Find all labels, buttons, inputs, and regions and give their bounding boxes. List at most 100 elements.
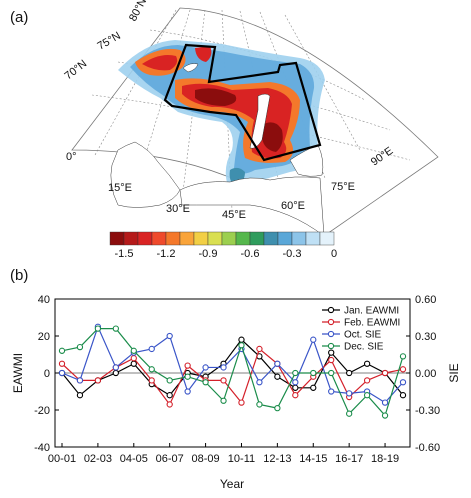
legend-marker — [327, 318, 335, 326]
series-point-0 — [328, 349, 335, 356]
landmasses — [110, 63, 325, 237]
legend-marker — [327, 306, 335, 314]
left-tick-label: 20 — [38, 331, 50, 343]
series-point-2 — [166, 332, 173, 340]
lon-label-60e: 60°E — [281, 200, 305, 212]
parallel-80n — [149, 29, 366, 101]
series-point-3 — [238, 342, 245, 349]
colorbar-swatch — [137, 231, 153, 246]
series-layer — [58, 323, 407, 419]
right-tick-label: 0.00 — [415, 368, 436, 380]
series-point-0 — [238, 336, 245, 343]
series-point-0 — [166, 392, 173, 399]
colorbar-swatch — [249, 231, 265, 246]
series-point-0 — [346, 369, 353, 377]
x-tick-label: 08-09 — [192, 453, 220, 465]
lon-label-30e: 30°E — [166, 203, 190, 215]
colorbar-swatch — [263, 231, 279, 246]
x-tick-label: 02-03 — [84, 453, 112, 465]
colorbar-swatch — [319, 231, 335, 246]
series-point-1 — [94, 377, 102, 384]
series-point-3 — [166, 377, 173, 384]
colorbar-swatch — [291, 231, 307, 246]
series-point-3 — [202, 379, 209, 386]
legend-label: Oct. SIE — [344, 330, 382, 341]
parallel-70n — [91, 94, 411, 161]
lon-label-45e: 45°E — [222, 209, 246, 221]
colorbar-swatch — [165, 231, 181, 246]
series-point-2 — [274, 360, 281, 367]
legend-marker — [327, 330, 335, 338]
colorbar-swatch — [151, 231, 167, 246]
russia-coast — [179, 176, 325, 237]
series-line-0 — [61, 338, 404, 397]
map-panel: (a) — [10, 0, 439, 260]
series-point-2 — [292, 379, 299, 386]
x-tick-label: 16-17 — [335, 453, 363, 465]
series-point-2 — [310, 336, 317, 343]
colorbar-tick-label: -0.6 — [241, 248, 260, 260]
x-tick-label: 00-01 — [48, 453, 76, 465]
series-point-0 — [130, 360, 137, 367]
series-point-1 — [166, 401, 173, 408]
right-tick-label: -0.60 — [415, 442, 440, 454]
colorbar-swatch — [277, 231, 293, 246]
series-point-1 — [328, 356, 335, 364]
series-point-3 — [381, 412, 389, 419]
series-point-3 — [310, 369, 317, 377]
x-tick-label: 14-15 — [299, 453, 327, 465]
field-red-north — [195, 46, 212, 62]
left-tick-label: -40 — [34, 442, 50, 454]
series-point-2 — [346, 390, 353, 397]
series-point-2 — [256, 379, 263, 386]
series-point-0 — [399, 392, 407, 399]
series-point-1 — [220, 377, 227, 384]
series-point-2 — [58, 369, 66, 377]
legend-marker — [327, 342, 335, 350]
series-point-3 — [184, 373, 191, 380]
left-tick-label: 0 — [44, 368, 50, 380]
colorbar-swatch — [305, 231, 321, 246]
series-point-3 — [112, 325, 119, 332]
series-point-1 — [363, 377, 371, 384]
series-point-0 — [274, 373, 281, 380]
series-point-2 — [112, 364, 119, 371]
series-point-2 — [328, 388, 335, 395]
field-red-west — [142, 55, 178, 71]
y-axis-title-right: SIE — [447, 363, 461, 382]
series-point-3 — [220, 397, 227, 404]
lon-label-15e: 15°E — [108, 182, 132, 194]
series-point-0 — [112, 369, 119, 377]
series-point-3 — [94, 325, 102, 332]
series-point-3 — [130, 347, 137, 354]
series-point-2 — [220, 364, 227, 371]
colorbar-tick-label: -0.9 — [199, 248, 218, 260]
legend-label: Dec. SIE — [344, 342, 384, 353]
series-point-2 — [148, 345, 155, 353]
legend-label: Jan. EAWMI — [344, 306, 399, 317]
right-tick-label: 0.30 — [415, 331, 436, 343]
colorbar-swatch — [221, 231, 237, 246]
right-tick-label: 0.60 — [415, 294, 436, 306]
series-point-1 — [381, 369, 389, 377]
colorbar-swatch — [109, 231, 125, 246]
field-darkred-2 — [262, 122, 283, 152]
series-point-0 — [310, 384, 317, 391]
lat-label-80n: 80°N — [127, 0, 149, 23]
lon-label-75e: 75°E — [331, 181, 355, 193]
analysis-boxes — [163, 43, 322, 162]
series-point-3 — [58, 347, 66, 354]
series-point-3 — [363, 392, 371, 399]
series-point-3 — [256, 401, 263, 408]
series-point-3 — [274, 404, 281, 412]
series-point-2 — [184, 388, 191, 395]
timeseries-panel: (b) -40 -20 0 20 40 -0.60 -0.30 0.00 0.30 0.60 00-… — [10, 267, 461, 491]
series-point-2 — [202, 364, 209, 371]
series-point-0 — [76, 392, 84, 399]
x-tick-label: 10-11 — [228, 453, 255, 465]
taymyr — [289, 144, 324, 177]
legend-label: Feb. EAWMI — [344, 318, 400, 329]
series-point-1 — [130, 355, 137, 362]
series-point-3 — [148, 366, 155, 373]
